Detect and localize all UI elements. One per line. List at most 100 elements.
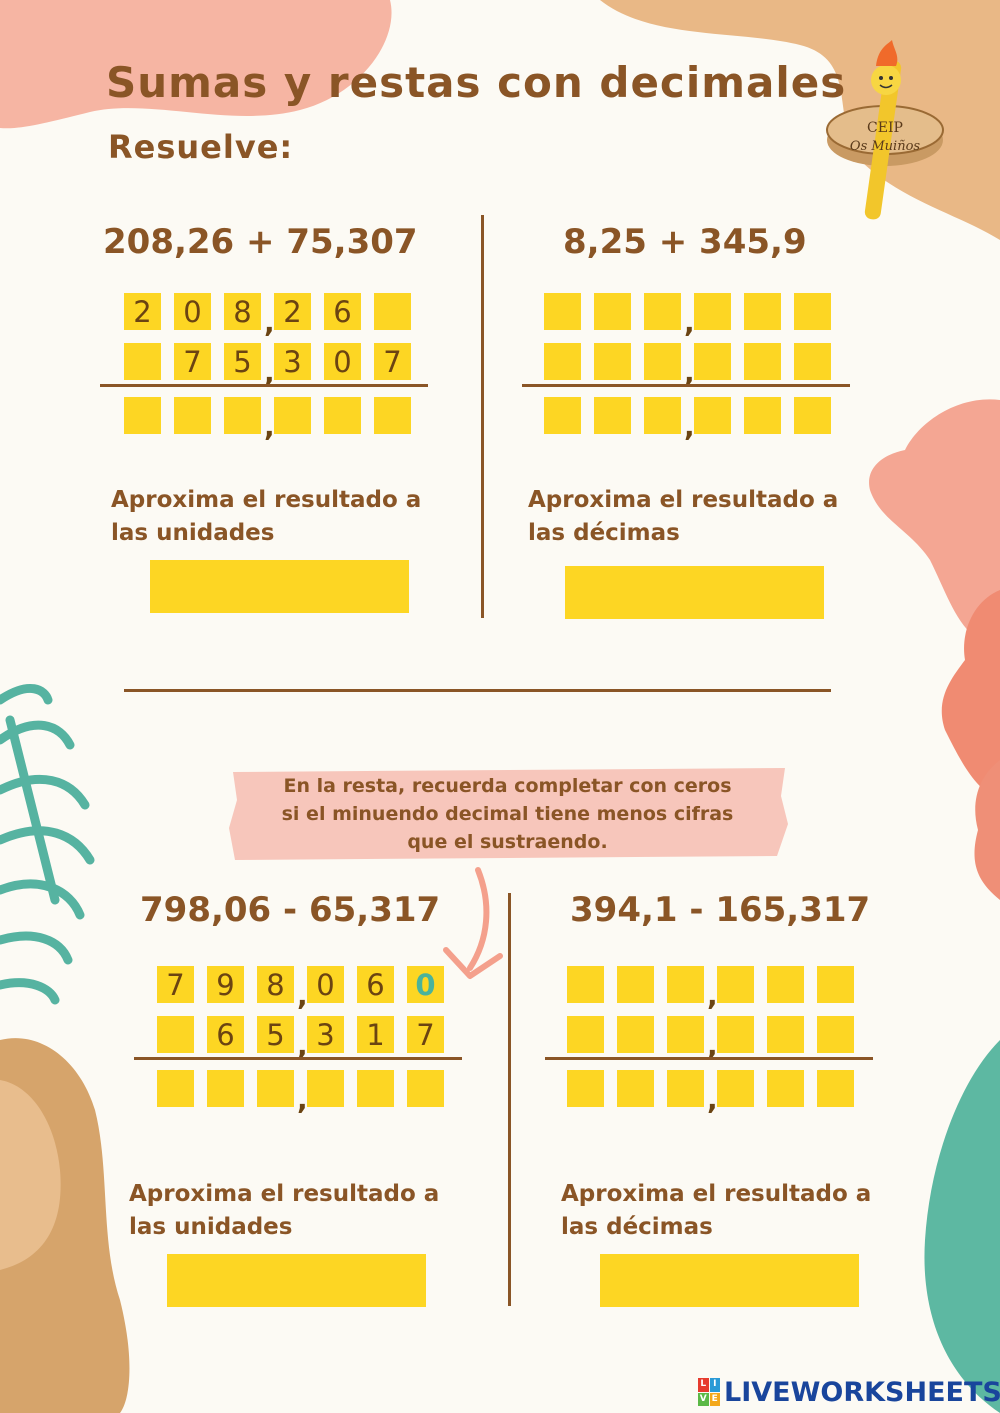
coral-leaf-right-2 — [974, 760, 1000, 900]
digit-box[interactable] — [617, 1016, 654, 1053]
pink-leaf-right — [869, 399, 1000, 650]
exercise-2-expression: 8,25 + 345,9 — [563, 222, 807, 262]
note-arrow — [467, 867, 490, 971]
digit-box[interactable] — [124, 343, 161, 380]
digit-box[interactable]: 7 — [174, 343, 211, 380]
teal-blob-bottom-right — [924, 1040, 1000, 1413]
digit-box[interactable] — [767, 966, 804, 1003]
digit-box[interactable] — [617, 966, 654, 1003]
digit-box[interactable] — [174, 397, 211, 434]
approx-line: Aproxima el resultado a — [129, 1181, 440, 1207]
digit-box[interactable]: 0 — [174, 293, 211, 330]
liveworksheets-brand: L I V E LIVEWORKSHEETS — [698, 1376, 1000, 1408]
approx-line: Aproxima el resultado a — [561, 1181, 872, 1207]
digit-box[interactable] — [124, 397, 161, 434]
digit-box[interactable] — [694, 397, 731, 434]
digit-box[interactable] — [257, 1070, 294, 1107]
page-title: Sumas y restas con decimales — [106, 58, 847, 107]
digit-box[interactable]: 5 — [224, 343, 261, 380]
digit-box[interactable] — [157, 1070, 194, 1107]
digit-box[interactable]: 8 — [257, 966, 294, 1003]
digit-box[interactable] — [567, 1016, 604, 1053]
digit-box[interactable] — [224, 397, 261, 434]
exercise-3-expression: 798,06 - 65,317 — [140, 890, 441, 930]
digit-box[interactable] — [744, 397, 781, 434]
digit-box[interactable] — [157, 1016, 194, 1053]
digit-box[interactable]: 3 — [274, 343, 311, 380]
digit-box[interactable]: 0 — [307, 966, 344, 1003]
digit-box[interactable] — [644, 293, 681, 330]
note-line: si el minuendo decimal tiene menos cifra… — [281, 803, 734, 825]
digit-box[interactable] — [374, 397, 411, 434]
digit-box[interactable] — [817, 1070, 854, 1107]
digit-box[interactable]: 3 — [307, 1016, 344, 1053]
digit-box[interactable] — [324, 397, 361, 434]
digit-box[interactable] — [374, 293, 411, 330]
digit-box[interactable]: 6 — [324, 293, 361, 330]
digit-box[interactable]: 5 — [257, 1016, 294, 1053]
digit-box[interactable] — [717, 1070, 754, 1107]
digit-box[interactable] — [767, 1070, 804, 1107]
digit-box[interactable]: 7 — [374, 343, 411, 380]
digit-box[interactable]: 7 — [157, 966, 194, 1003]
digit-box[interactable] — [544, 397, 581, 434]
digit-box[interactable] — [694, 343, 731, 380]
exercise-2-answer-box[interactable] — [565, 566, 824, 619]
digit-box[interactable]: 2 — [124, 293, 161, 330]
digit-box[interactable] — [594, 343, 631, 380]
approx-line: Aproxima el resultado a — [111, 487, 422, 513]
digit-box[interactable] — [744, 343, 781, 380]
digit-box[interactable] — [594, 397, 631, 434]
digit-box[interactable]: 1 — [357, 1016, 394, 1053]
digit-box[interactable]: 2 — [274, 293, 311, 330]
digit-box[interactable] — [694, 293, 731, 330]
approx-line: las décimas — [561, 1214, 713, 1240]
digit-box[interactable] — [544, 293, 581, 330]
digit-box[interactable] — [544, 343, 581, 380]
logo-top-text: CEIP — [867, 120, 903, 136]
digit-box[interactable] — [274, 397, 311, 434]
digit-box[interactable] — [594, 293, 631, 330]
digit-box[interactable] — [644, 343, 681, 380]
digit-box[interactable]: 0 — [407, 966, 444, 1003]
digit-box[interactable]: 8 — [224, 293, 261, 330]
digit-box[interactable] — [407, 1070, 444, 1107]
decimal-comma: , — [707, 979, 718, 1012]
digit-box[interactable] — [817, 1016, 854, 1053]
digit-box[interactable] — [667, 1070, 704, 1107]
digit-box[interactable] — [667, 966, 704, 1003]
digit-box[interactable] — [794, 293, 831, 330]
exercise-1-answer-box[interactable] — [150, 560, 409, 613]
exercise-4-answer-box[interactable] — [600, 1254, 859, 1307]
exercise-3-answer-box[interactable] — [167, 1254, 426, 1307]
tan-blob-top-right — [600, 0, 1000, 240]
exercise-4-result-line — [545, 1057, 873, 1060]
decimal-comma: , — [264, 306, 275, 339]
digit-box[interactable] — [667, 1016, 704, 1053]
digit-box[interactable] — [644, 397, 681, 434]
digit-box[interactable] — [617, 1070, 654, 1107]
decimal-comma: , — [684, 356, 695, 389]
digit-box[interactable] — [307, 1070, 344, 1107]
digit-box[interactable]: 6 — [207, 1016, 244, 1053]
digit-box[interactable] — [744, 293, 781, 330]
digit-box[interactable] — [794, 343, 831, 380]
digit-box[interactable] — [567, 966, 604, 1003]
approx-line: las décimas — [528, 520, 680, 546]
digit-box[interactable] — [817, 966, 854, 1003]
digit-box[interactable] — [794, 397, 831, 434]
digit-box[interactable] — [767, 1016, 804, 1053]
note-text: En la resta, recuerda completar con cero… — [235, 772, 780, 856]
digit-box[interactable]: 7 — [407, 1016, 444, 1053]
digit-box[interactable]: 6 — [357, 966, 394, 1003]
digit-box[interactable] — [717, 1016, 754, 1053]
digit-box[interactable] — [717, 966, 754, 1003]
logo-bottom-text: Os Muiños — [850, 139, 921, 154]
digit-box[interactable]: 9 — [207, 966, 244, 1003]
exercise-2-result-line — [522, 384, 850, 387]
digit-box[interactable] — [357, 1070, 394, 1107]
digit-box[interactable] — [567, 1070, 604, 1107]
digit-box[interactable] — [207, 1070, 244, 1107]
digit-box[interactable]: 0 — [324, 343, 361, 380]
